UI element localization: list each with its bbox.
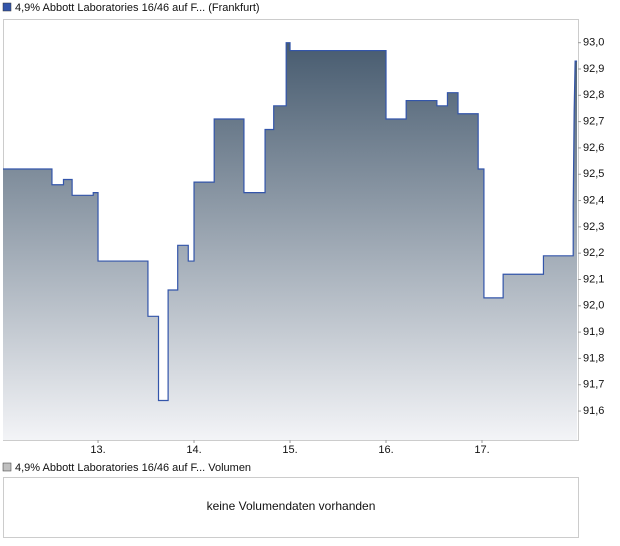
y-tick-label: 92,2	[583, 247, 604, 259]
x-tick-label: 13.	[90, 444, 105, 456]
x-tick-label: 16.	[378, 444, 393, 456]
y-tick-label: 93,0	[583, 37, 604, 49]
y-tick-label: 91,9	[583, 326, 604, 338]
volume-message: keine Volumendaten vorhanden	[207, 499, 376, 513]
y-tick-label: 91,6	[583, 405, 604, 417]
y-tick-label: 92,9	[583, 63, 604, 75]
y-tick-label: 92,4	[583, 194, 604, 206]
line	[3, 42, 578, 402]
area	[3, 42, 578, 441]
legend-swatch	[2, 2, 12, 12]
legend-swatch	[2, 462, 12, 472]
y-tick-label: 92,3	[583, 221, 604, 233]
x-tick-label: 17.	[474, 444, 489, 456]
y-tick-label: 92,0	[583, 300, 604, 312]
y-tick-label: 91,8	[583, 352, 604, 364]
legend-label: 4,9% Abbott Laboratories 16/46 auf F... …	[15, 462, 251, 474]
volume-frame	[3, 477, 579, 538]
y-tick-label: 92,5	[583, 168, 604, 180]
y-tick-label: 92,1	[583, 273, 604, 285]
x-tick-label: 15.	[282, 444, 297, 456]
y-tick-label: 92,7	[583, 116, 604, 128]
y-tick-label: 92,8	[583, 89, 604, 101]
y-tick-label: 91,7	[583, 379, 604, 391]
y-tick-label: 92,6	[583, 142, 604, 154]
legend-label: 4,9% Abbott Laboratories 16/46 auf F... …	[15, 2, 260, 14]
x-tick-label: 14.	[186, 444, 201, 456]
